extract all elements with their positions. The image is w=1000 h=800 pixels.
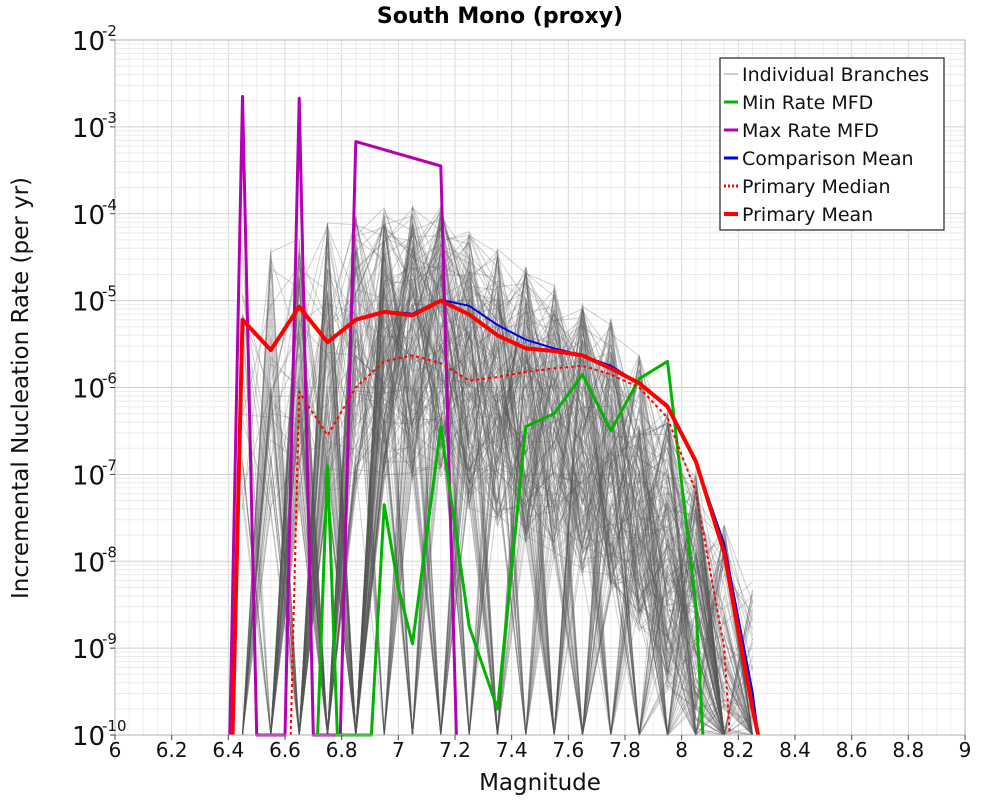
series-max-rate-mfd [228,95,458,737]
legend-label: Min Rate MFD [742,92,873,114]
legend-label: Max Rate MFD [742,120,879,142]
y-tick-label: 10 [72,548,105,578]
x-tick-label: 7.2 [439,738,471,762]
x-tick-label: 7 [392,738,405,762]
y-tick-exponent: -7 [102,456,117,474]
y-tick-label: 10 [72,375,105,405]
y-tick-exponent: -8 [102,543,117,561]
y-tick-label: 10 [72,27,105,57]
x-tick-label: 8.8 [892,738,924,762]
y-tick-exponent: -9 [102,630,117,648]
x-tick-label: 6.8 [326,738,358,762]
x-axis-label: Magnitude [479,770,601,796]
legend-label: Comparison Mean [742,148,914,170]
legend-label: Primary Mean [742,204,873,226]
y-tick-exponent: -4 [102,196,117,214]
series-primary-mean [230,298,761,736]
x-axis: 6 6.2 6.4 6.6 6.8 7 7.2 7.4 7.6 7.8 8 8.2 8.4 8.6 8.8 9 [109,735,972,762]
x-tick-label: 7.8 [609,738,641,762]
x-tick-label: 7.6 [552,738,584,762]
x-tick-label: 8 [675,738,688,762]
y-tick-label: 10 [72,722,105,752]
y-tick-label: 10 [72,461,105,491]
x-tick-label: 6.4 [212,738,244,762]
y-tick-exponent: -3 [102,109,117,127]
y-tick-label: 10 [72,201,105,231]
x-tick-label: 6.6 [269,738,301,762]
series-primary-median [289,354,731,736]
legend-label: Individual Branches [742,64,929,86]
x-tick-label: 8.4 [779,738,811,762]
x-tick-label: 8.6 [836,738,868,762]
x-tick-label: 8.2 [722,738,754,762]
y-tick-label: 10 [72,635,105,665]
y-tick-exponent: -10 [102,717,127,735]
x-tick-label: 7.4 [496,738,528,762]
legend-label: Primary Median [742,176,891,198]
y-tick-label: 10 [72,288,105,318]
x-tick-label: 9 [959,738,972,762]
y-tick-exponent: -6 [102,370,117,388]
chart-title: South Mono (proxy) [377,4,623,29]
x-tick-label: 6.2 [156,738,188,762]
legend: Individual Branches Min Rate MFD Max Rate … [719,57,945,231]
y-tick-exponent: -5 [102,283,117,301]
y-tick-exponent: -2 [102,22,117,40]
legend-box [719,57,945,231]
x-tick-label: 6 [109,738,122,762]
y-axis-label: Incremental Nucleation Rate (per yr) [8,177,34,599]
series-layer [228,95,761,737]
y-tick-label: 10 [72,114,105,144]
